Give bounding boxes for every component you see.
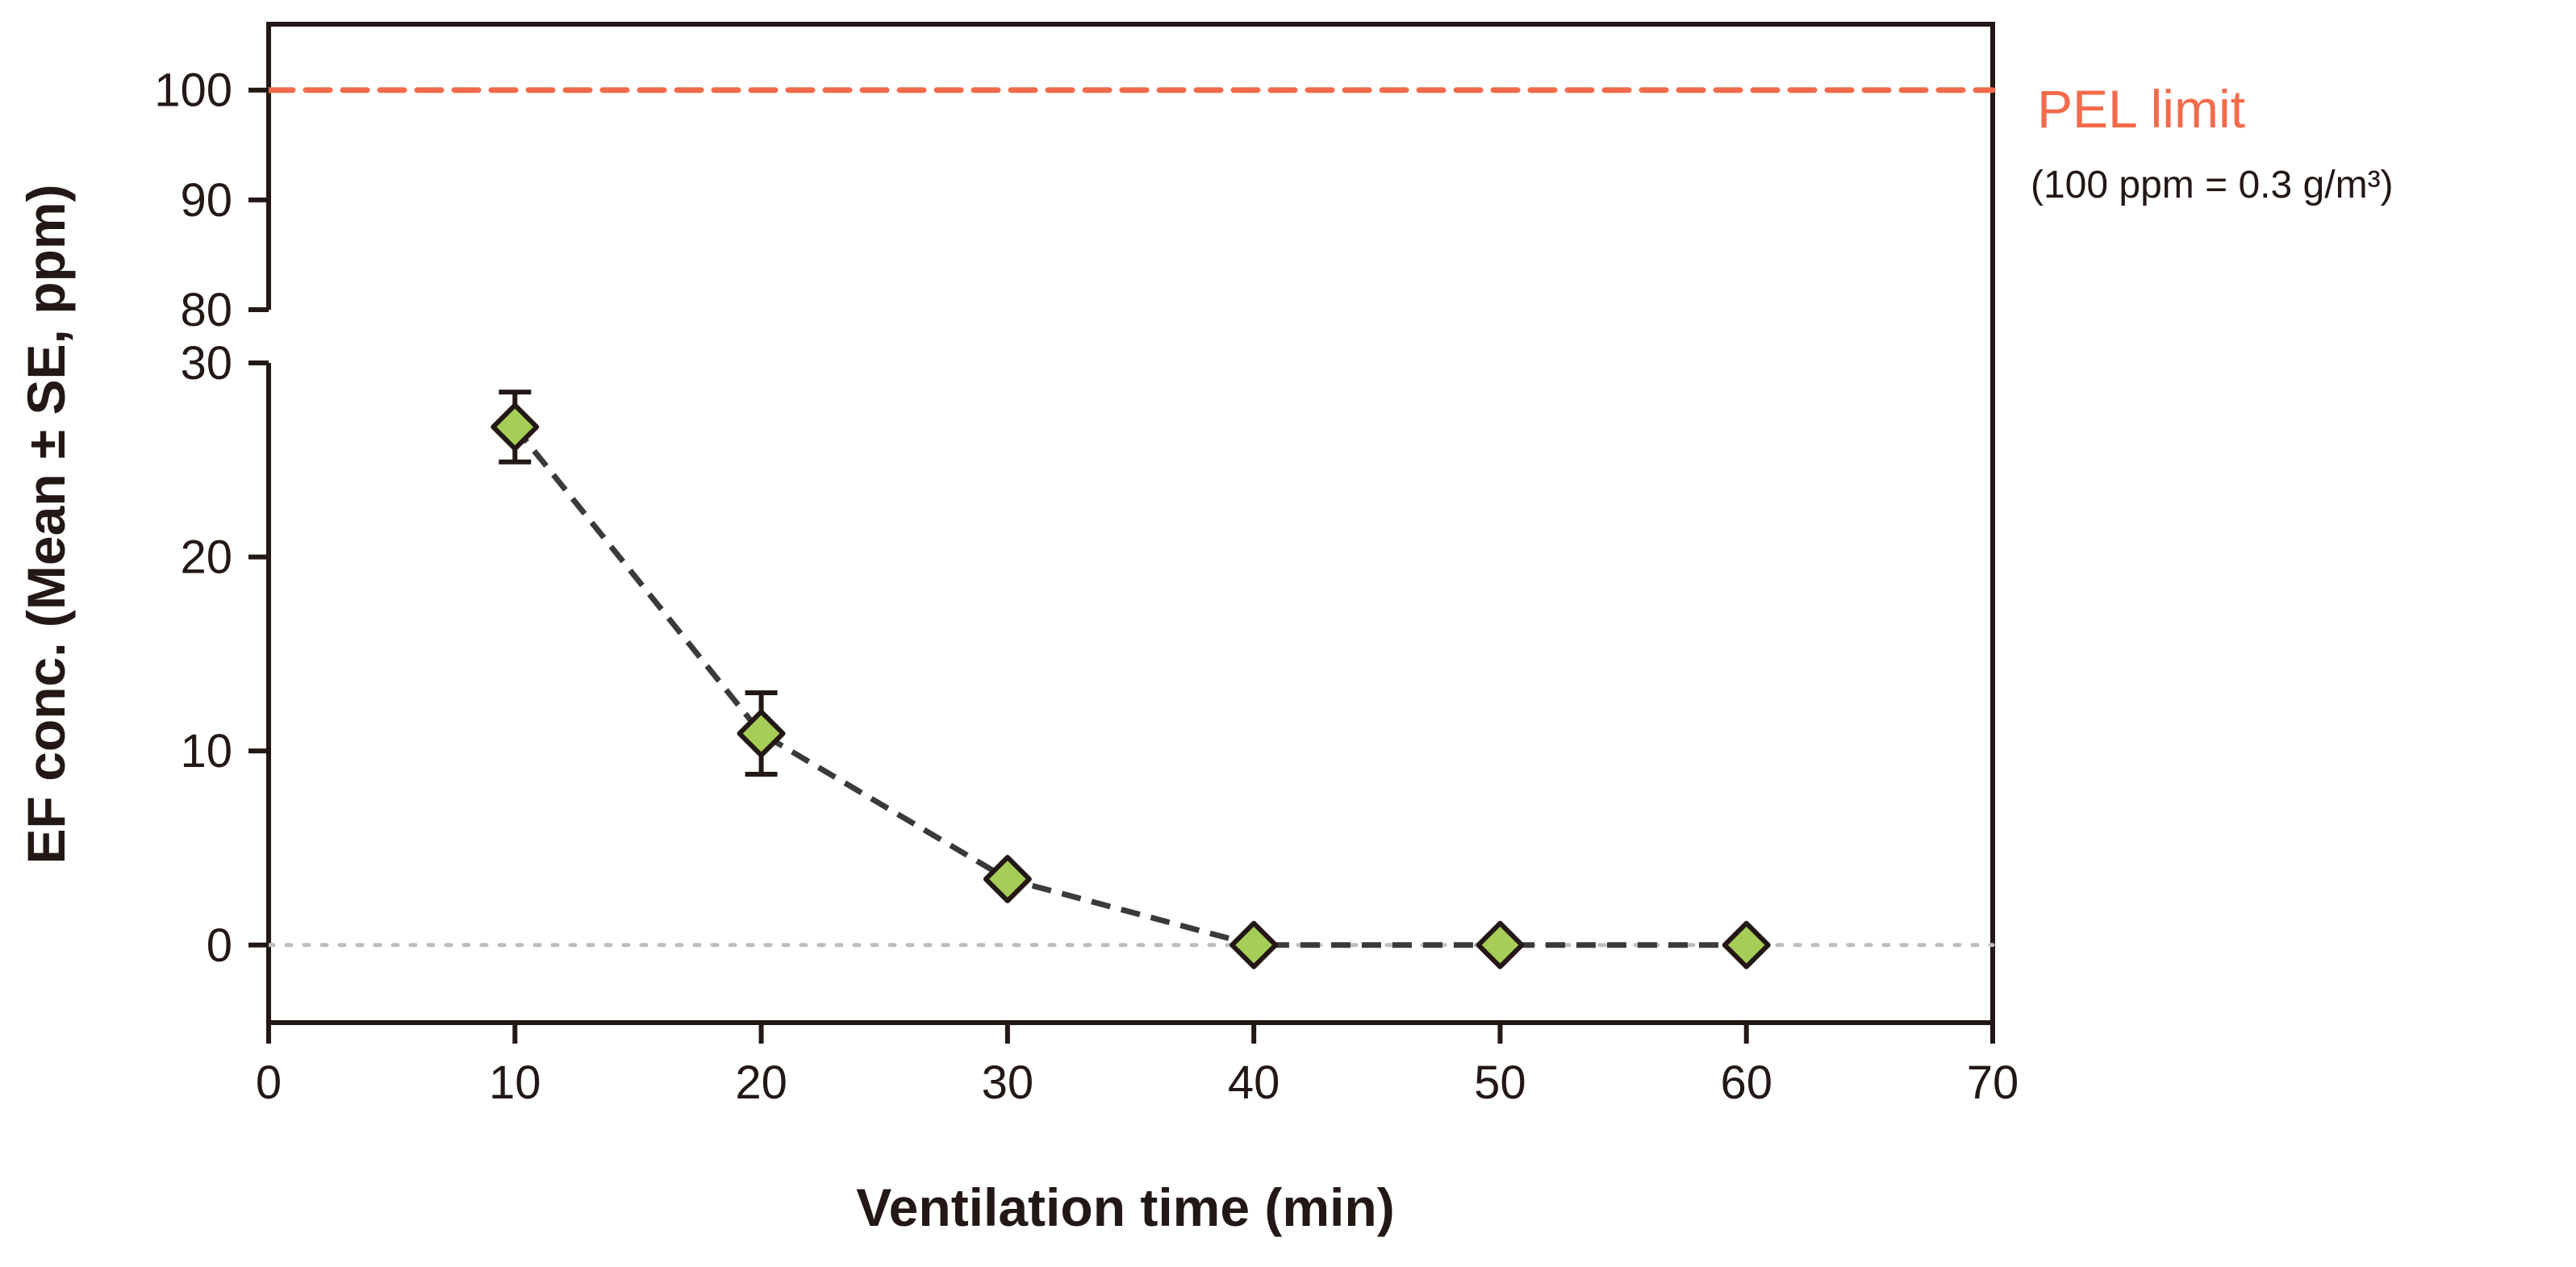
- x-tick-label-50: 50: [1474, 1057, 1526, 1109]
- plot-frame: [266, 22, 1995, 1025]
- y-tick-label-30: 30: [180, 337, 232, 390]
- data-point-50: [1476, 920, 1525, 969]
- x-axis-ticks: 0 10 20 30 40 50 60 70: [256, 1023, 2019, 1109]
- x-tick-label-10: 10: [489, 1057, 541, 1109]
- axes-frame: [248, 22, 1995, 1025]
- x-tick-label-0: 0: [256, 1057, 282, 1109]
- x-axis-title: Ventilation time (min): [856, 1177, 1394, 1237]
- y-tick-label-20: 20: [180, 531, 232, 584]
- y-tick-label-90: 90: [180, 174, 232, 227]
- y-tick-label-10: 10: [180, 725, 232, 777]
- data-point-10: [491, 402, 540, 452]
- pel-limit-note: (100 ppm = 0.3 g/m³): [2031, 164, 2394, 206]
- y-tick-label-80: 80: [180, 284, 232, 336]
- x-tick-label-40: 40: [1228, 1057, 1280, 1109]
- data-point-60: [1722, 920, 1771, 969]
- data-point-20: [737, 709, 786, 758]
- x-tick-label-30: 30: [982, 1057, 1034, 1109]
- y-tick-label-0: 0: [207, 919, 232, 972]
- x-tick-label-60: 60: [1720, 1057, 1772, 1109]
- x-tick-label-70: 70: [1967, 1057, 2019, 1109]
- y-axis-ticks: 80 90 100 0 10 20 30: [154, 65, 269, 972]
- x-tick-label-20: 20: [735, 1057, 787, 1109]
- y-tick-label-100: 100: [154, 65, 232, 117]
- pel-limit-label: PEL limit: [2037, 79, 2245, 139]
- y-axis-title: EF conc. (Mean ± SE, ppm): [16, 185, 76, 865]
- series-line-0: [512, 425, 1747, 948]
- data-point-30: [983, 854, 1032, 903]
- data-point-40: [1230, 920, 1279, 969]
- reference-lines: [265, 87, 1996, 948]
- series-layer: [491, 390, 1771, 969]
